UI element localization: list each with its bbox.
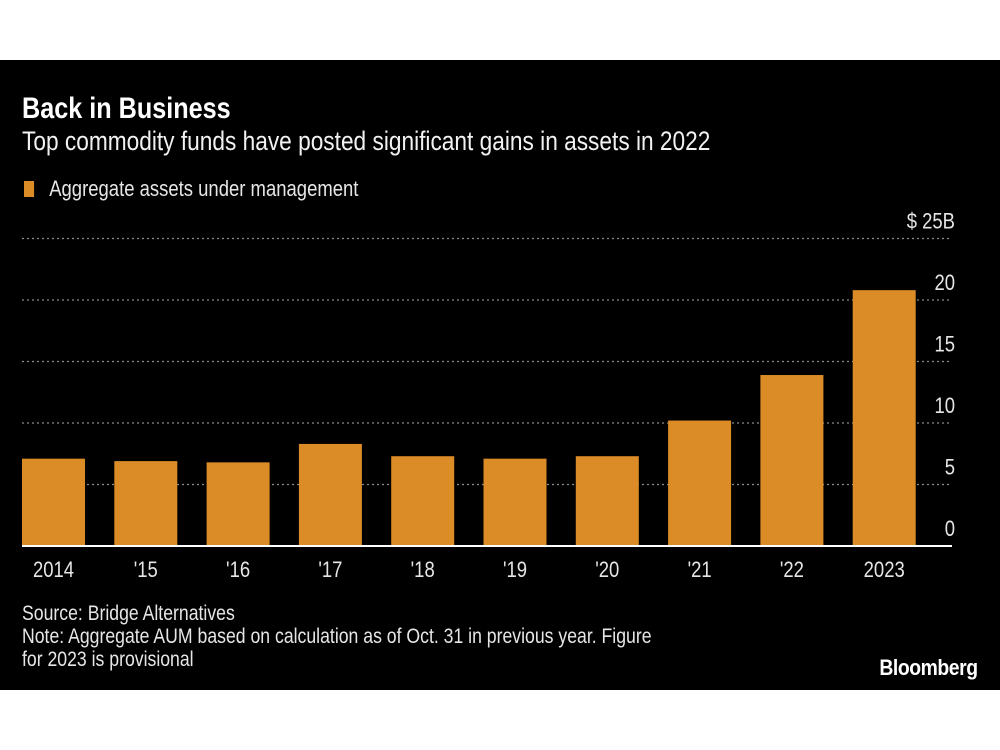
bar bbox=[483, 458, 547, 546]
chart-footer: Source: Bridge Alternatives Note: Aggreg… bbox=[22, 602, 652, 671]
bar bbox=[391, 456, 455, 546]
legend-swatch bbox=[24, 181, 35, 197]
chart-title: Back in Business bbox=[22, 92, 231, 125]
bar bbox=[298, 443, 362, 546]
y-tick-label: 20 bbox=[934, 272, 955, 296]
bar bbox=[22, 458, 85, 546]
chart-panel: Back in Business Top commodity funds hav… bbox=[0, 60, 1000, 690]
x-tick-label: '22 bbox=[780, 559, 804, 583]
y-tick-label: 15 bbox=[934, 333, 955, 357]
x-tick-label: '18 bbox=[411, 559, 435, 583]
y-tick-label: 0 bbox=[945, 518, 955, 542]
bloomberg-logo: Bloomberg bbox=[879, 655, 979, 680]
note-text-line2: for 2023 is provisional bbox=[22, 648, 194, 671]
y-tick-label: 5 bbox=[945, 456, 955, 480]
legend-label: Aggregate assets under management bbox=[49, 176, 359, 201]
bar-chart: 0 5 10 15 20 $ 25B 2014 '15 '16 '17 '18 '19 '20 '21 '2… bbox=[22, 210, 955, 583]
bar bbox=[852, 290, 916, 546]
x-tick-label: '19 bbox=[503, 559, 527, 583]
x-tick-label: '16 bbox=[226, 559, 250, 583]
bar bbox=[114, 461, 178, 546]
x-tick-label: 2023 bbox=[864, 559, 905, 583]
y-tick-label: $ 25B bbox=[907, 210, 955, 234]
x-tick-label: '15 bbox=[134, 559, 158, 583]
x-tick-label: 2014 bbox=[33, 559, 74, 583]
note-text-line1: Note: Aggregate AUM based on calculation… bbox=[22, 625, 652, 648]
bar bbox=[575, 456, 639, 546]
bar bbox=[206, 462, 270, 546]
x-tick-label: '20 bbox=[595, 559, 619, 583]
source-text: Source: Bridge Alternatives bbox=[22, 602, 235, 625]
y-tick-label: 10 bbox=[934, 395, 955, 419]
x-tick-label: '21 bbox=[688, 559, 712, 583]
legend: Aggregate assets under management bbox=[24, 176, 358, 202]
x-tick-label: '17 bbox=[318, 559, 342, 583]
bar bbox=[760, 375, 824, 546]
chart-subtitle: Top commodity funds have posted signific… bbox=[22, 126, 711, 156]
bar bbox=[668, 420, 732, 546]
